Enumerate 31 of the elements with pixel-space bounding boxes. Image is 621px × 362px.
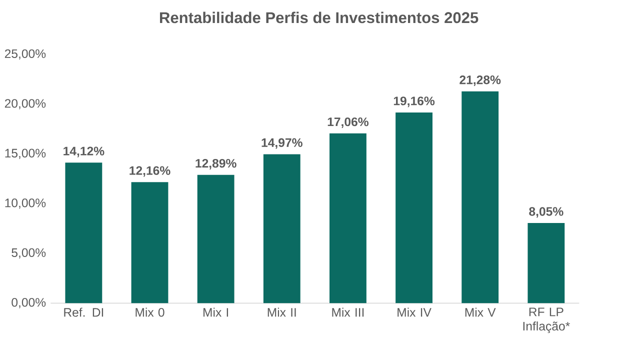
y-tick-label: 0,00% [12,298,46,308]
data-label: 19,16% [394,96,435,107]
y-tick-label: 20,00% [4,98,46,110]
bar [462,91,499,303]
x-tick-label: Ref. DI [64,308,104,317]
y-tick-label: 10,00% [5,198,46,209]
x-tick-label: Mix IV [398,308,432,316]
y-tick-label: 25,00% [4,49,46,60]
x-tick-label: Mix I [204,308,228,316]
data-label: 17,06% [328,117,369,128]
bar [396,112,432,303]
x-tick-label: Mix II [268,308,296,316]
data-label: 12,89% [196,158,236,170]
x-tick-label: RF LP Inflação* [523,308,570,333]
data-label: 8,05% [529,206,564,218]
bar [330,133,366,303]
data-label: 12,16% [130,166,170,177]
y-tick-label: 15,00% [5,148,46,159]
data-label: 21,28% [460,75,501,86]
bar [197,174,234,303]
bar [65,162,102,303]
data-label: 14,12% [64,146,104,158]
bar [131,182,168,303]
y-tick-label: 5,00% [12,248,46,258]
x-tick-label: Mix V [465,308,496,316]
x-tick-label: Mix 0 [136,308,164,317]
bar [263,154,300,303]
data-label: 14,97% [262,138,302,149]
chart-title: Rentabilidade Perfis de Investimentos 2025 [160,12,478,23]
x-tick-label: Mix III [332,308,364,316]
bar [528,222,565,303]
